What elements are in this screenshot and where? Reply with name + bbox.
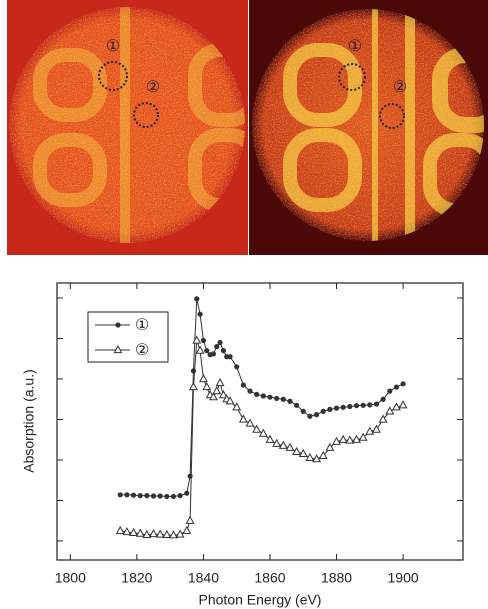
figure-svg: ① ② ① ② Photon Energy (eV) Absorption (a… [0, 0, 488, 609]
data-point [314, 412, 319, 417]
data-point [190, 383, 197, 390]
x-tick-label: 1880 [321, 570, 352, 586]
data-point [216, 379, 223, 386]
data-point [144, 493, 149, 498]
data-point [217, 340, 222, 345]
data-point [387, 389, 392, 394]
data-point [227, 354, 232, 359]
data-point [191, 368, 196, 373]
data-point [241, 382, 246, 387]
data-point [240, 415, 247, 422]
data-point [150, 530, 157, 537]
data-point [118, 492, 123, 497]
data-point [171, 494, 176, 499]
data-point [301, 409, 306, 414]
data-point [260, 430, 267, 437]
data-point [158, 493, 163, 498]
legend-marker [115, 322, 120, 327]
data-point [254, 392, 259, 397]
data-point [367, 402, 372, 407]
x-tick-label: 1860 [254, 570, 285, 586]
data-point [293, 448, 300, 455]
data-point [399, 401, 406, 408]
data-point [374, 401, 379, 406]
data-point [261, 393, 266, 398]
data-point [164, 494, 169, 499]
data-point [157, 530, 164, 537]
x-tick-label: 1800 [55, 570, 86, 586]
image-label: ② [393, 79, 407, 96]
data-point [321, 409, 326, 414]
data-point [327, 407, 332, 412]
data-point [213, 387, 220, 394]
data-point [184, 491, 189, 496]
data-point [193, 337, 200, 344]
data-point [246, 420, 253, 427]
data-point [400, 381, 405, 386]
legend-label: ② [135, 342, 149, 359]
image-right [249, 0, 488, 255]
legend-label: ① [135, 317, 149, 334]
data-point [211, 351, 216, 356]
x-tick-label: 1820 [121, 570, 152, 586]
data-point [204, 348, 209, 353]
legend-frame [88, 312, 168, 362]
data-point [340, 436, 347, 443]
data-point [151, 493, 156, 498]
data-point [281, 397, 286, 402]
image-label: ① [106, 38, 120, 55]
data-point [294, 403, 299, 408]
data-point [214, 344, 219, 349]
data-point [273, 440, 280, 447]
data-point [234, 364, 239, 369]
data-point [274, 396, 279, 401]
data-point [194, 296, 199, 301]
image-left [7, 0, 255, 255]
x-tick-label: 1900 [388, 570, 419, 586]
data-point [334, 406, 339, 411]
data-point [221, 348, 226, 353]
data-point [117, 527, 124, 534]
data-point [200, 375, 207, 382]
data-point [187, 517, 194, 524]
y-axis-label: Absorption (a.u.) [21, 369, 37, 473]
data-point [183, 527, 190, 534]
data-point [267, 395, 272, 400]
data-point [203, 383, 210, 390]
data-point [124, 492, 129, 497]
data-point [188, 474, 193, 479]
data-point [197, 312, 202, 317]
data-point [247, 389, 252, 394]
data-point [307, 414, 312, 419]
data-point [381, 397, 386, 402]
data-point [394, 384, 399, 389]
data-point [201, 338, 206, 343]
image-label: ② [146, 79, 160, 96]
data-point [347, 404, 352, 409]
data-point [354, 403, 359, 408]
data-point [361, 403, 366, 408]
data-point [138, 493, 143, 498]
data-point [131, 493, 136, 498]
x-axis-label: Photon Energy (eV) [199, 592, 322, 608]
data-point [163, 531, 170, 538]
data-point [386, 407, 393, 414]
data-point [287, 399, 292, 404]
image-label: ① [348, 38, 362, 55]
data-point [196, 347, 203, 354]
data-point [178, 493, 183, 498]
x-tick-label: 1840 [188, 570, 219, 586]
data-point [306, 454, 313, 461]
data-point [341, 405, 346, 410]
figure: ① ② ① ② Photon Energy (eV) Absorption (a… [0, 0, 488, 609]
